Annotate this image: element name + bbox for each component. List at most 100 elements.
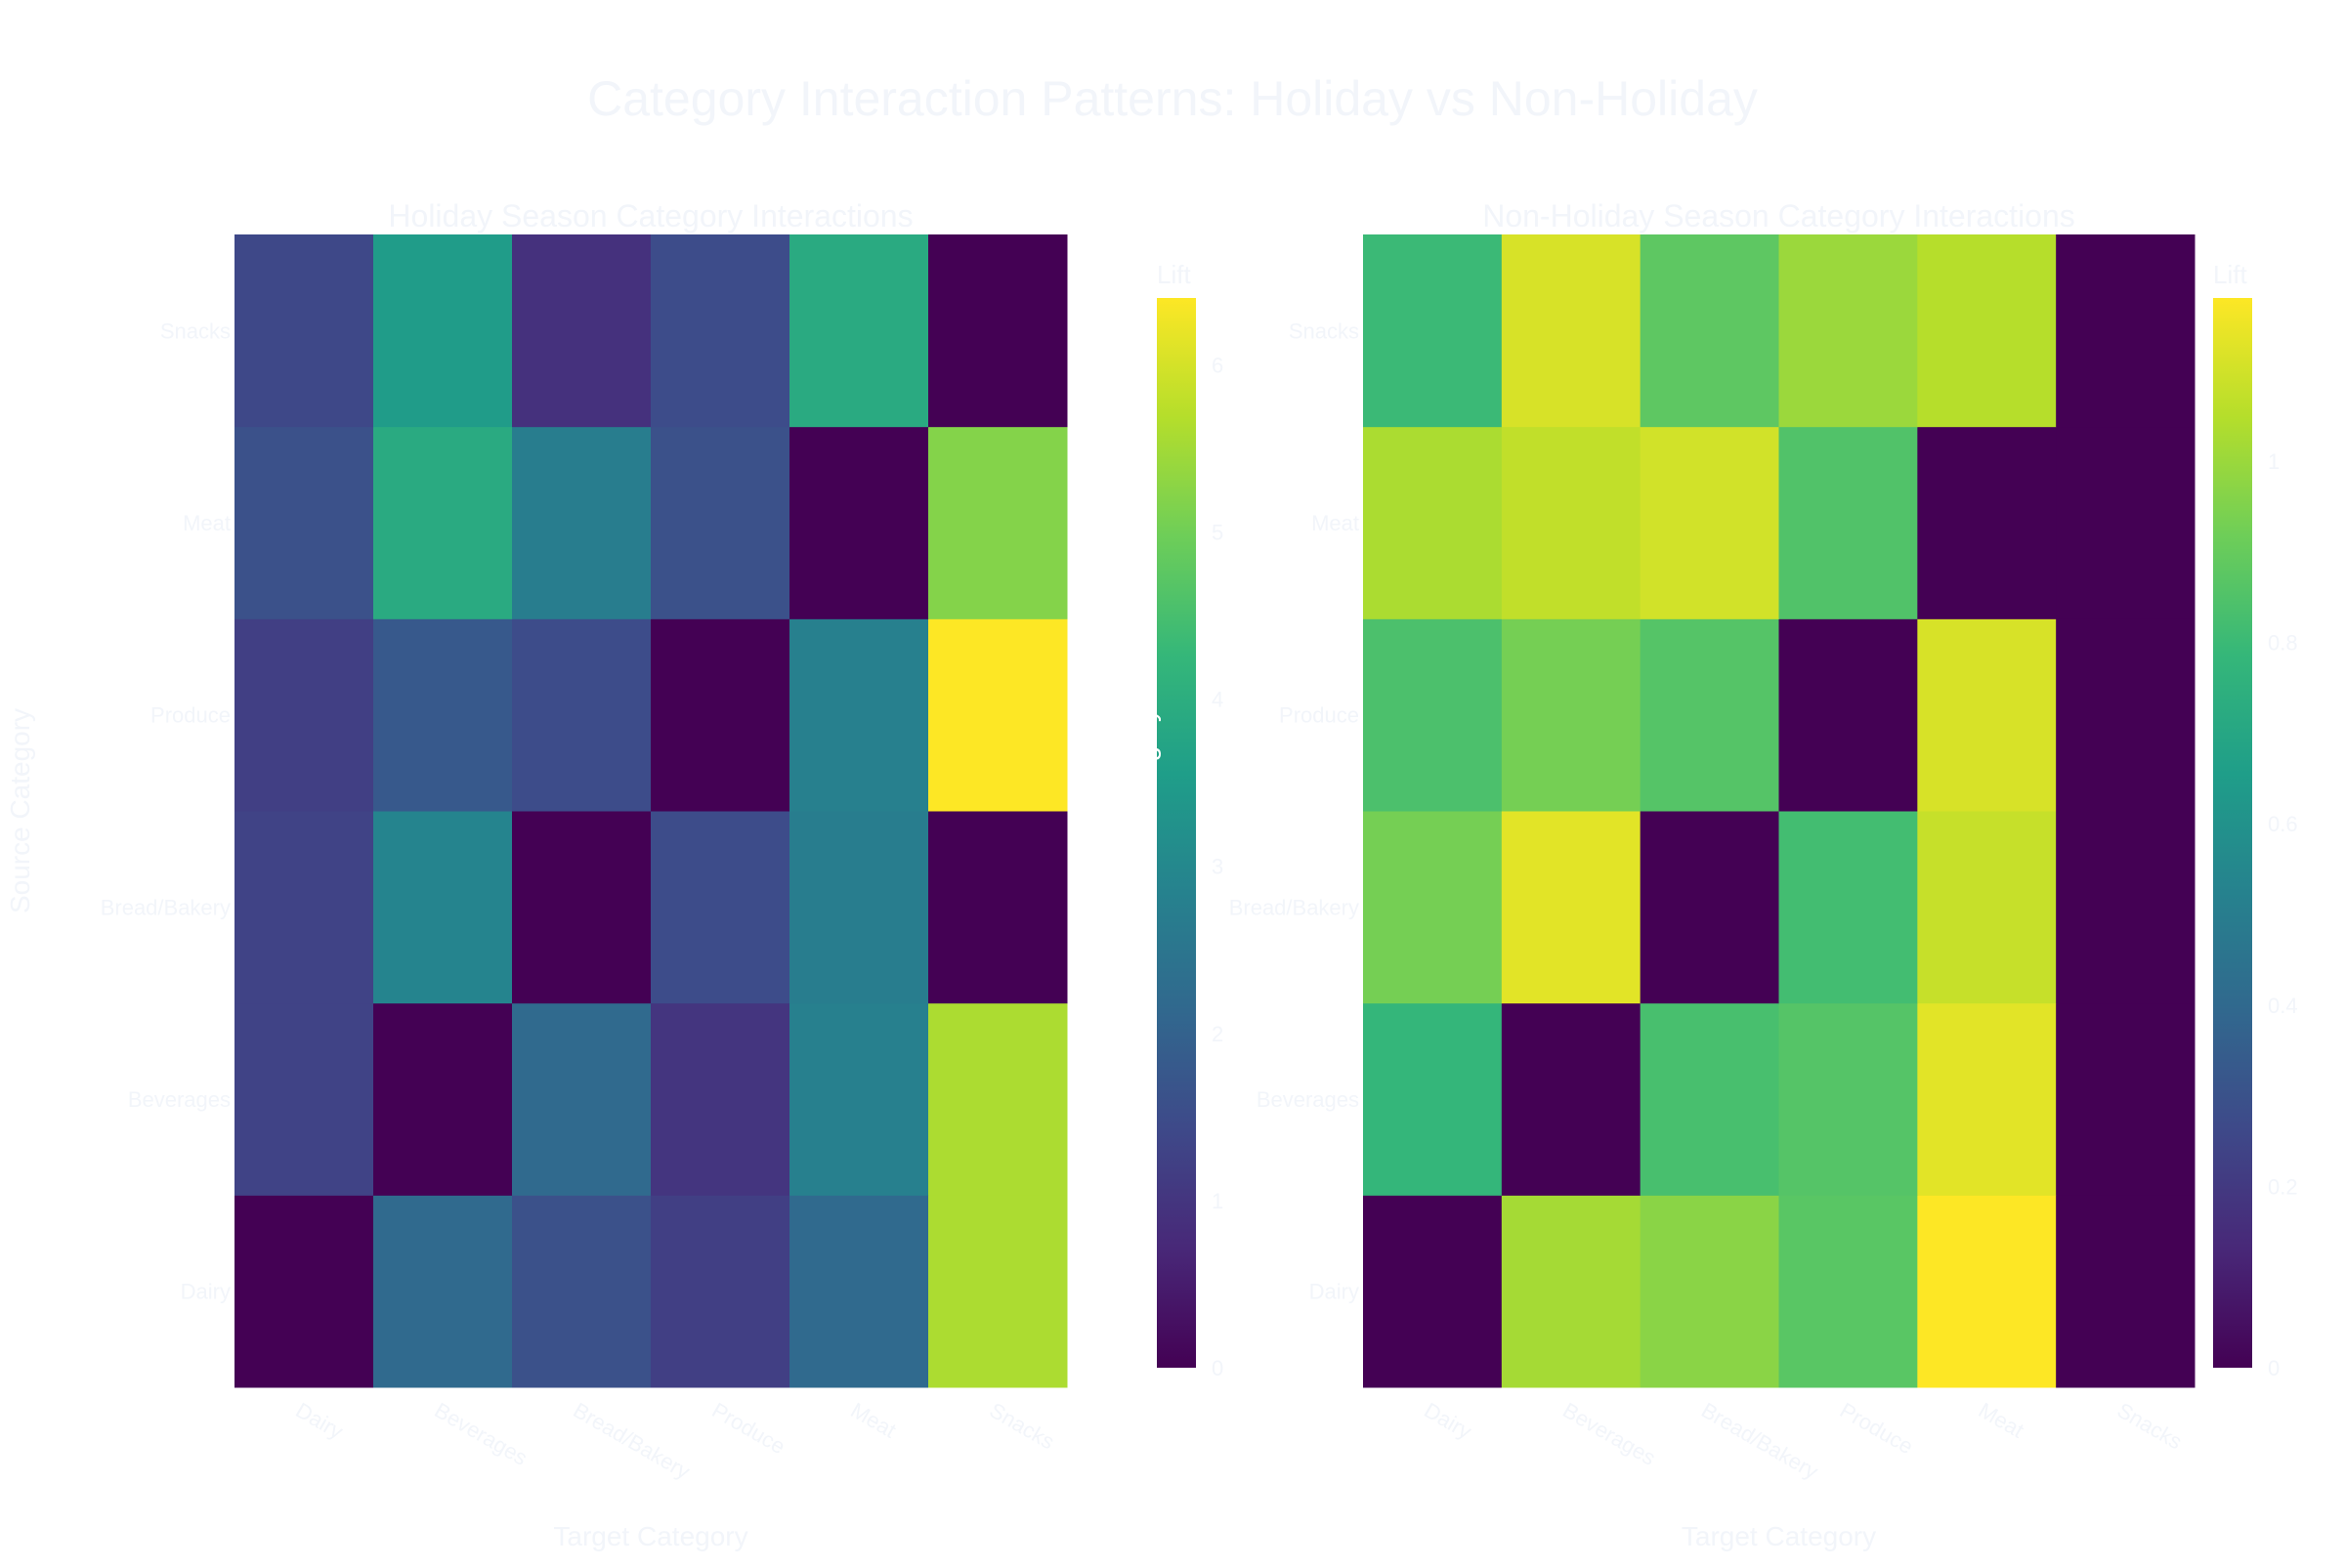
- holiday-cell-meat-breadbakery: [512, 426, 652, 619]
- non-holiday-cell-produce-meat: [1917, 618, 2057, 812]
- holiday-y-tick-label: Bread/Bakery: [101, 895, 231, 919]
- holiday-colorbar-title: Lift: [1157, 260, 1191, 289]
- holiday-colorbar: [1157, 298, 1196, 1368]
- non-holiday-cell-dairy-snacks: [2056, 1195, 2196, 1388]
- holiday-cell-snacks-meat: [789, 234, 929, 428]
- non-holiday-cell-snacks-dairy: [1363, 234, 1503, 428]
- holiday-cell-snacks-breadbakery: [512, 234, 652, 428]
- holiday-colorbar-tick-label: 3: [1212, 855, 1223, 879]
- non-holiday-cell-beverages-meat: [1917, 1002, 2057, 1196]
- holiday-cell-snacks-produce: [651, 234, 790, 428]
- non-holiday-cell-meat-breadbakery: [1640, 426, 1779, 619]
- holiday-y-tick-label: Produce: [150, 703, 231, 728]
- holiday-cell-produce-dairy: [234, 618, 374, 812]
- non-holiday-cell-dairy-meat: [1917, 1195, 2057, 1388]
- holiday-cell-meat-meat: [789, 426, 929, 619]
- non-holiday-cell-produce-breadbakery: [1640, 618, 1779, 812]
- non-holiday-cell-beverages-dairy: [1363, 1002, 1503, 1196]
- holiday-colorbar-tick-label: 6: [1212, 353, 1223, 377]
- non-holiday-cell-breadbakery-produce: [1778, 811, 1918, 1004]
- holiday-cell-dairy-snacks: [928, 1195, 1068, 1388]
- holiday-cell-beverages-dairy: [234, 1002, 374, 1196]
- holiday-cell-beverages-beverages: [373, 1002, 513, 1196]
- holiday-cell-dairy-dairy: [234, 1195, 374, 1388]
- non-holiday-cell-produce-snacks: [2056, 618, 2196, 812]
- non-holiday-cell-produce-produce: [1778, 618, 1918, 812]
- non-holiday-cell-breadbakery-dairy: [1363, 811, 1503, 1004]
- non-holiday-colorbar-title: Lift: [2213, 260, 2247, 289]
- holiday-subplot-title: Holiday Season Category Interactions: [388, 198, 913, 233]
- non-holiday-cell-breadbakery-snacks: [2056, 811, 2196, 1004]
- non-holiday-colorbar-tick-label: 0.6: [2268, 812, 2298, 836]
- non-holiday-colorbar-tick-label: 0.4: [2268, 994, 2298, 1018]
- non-holiday-subplot-title: Non-Holiday Season Category Interactions: [1482, 198, 2075, 233]
- holiday-cell-produce-beverages: [373, 618, 513, 812]
- non-holiday-cell-snacks-meat: [1917, 234, 2057, 428]
- holiday-cell-beverages-snacks: [928, 1002, 1068, 1196]
- holiday-cell-meat-snacks: [928, 426, 1068, 619]
- figure-title: Category Interaction Patterns: Holiday v…: [587, 71, 1758, 126]
- non-holiday-colorbar-tick-label: 1: [2268, 449, 2280, 474]
- non-holiday-cell-breadbakery-meat: [1917, 811, 2057, 1004]
- holiday-cell-produce-produce: [651, 618, 790, 812]
- non-holiday-panel: Non-Holiday Season Category Interactions…: [1130, 198, 2298, 1551]
- non-holiday-y-tick-label: Bread/Bakery: [1229, 895, 1359, 919]
- non-holiday-y-axis-title: Source Category: [1130, 708, 1161, 913]
- holiday-cell-snacks-beverages: [373, 234, 513, 428]
- non-holiday-cell-snacks-snacks: [2056, 234, 2196, 428]
- non-holiday-cell-meat-snacks: [2056, 426, 2196, 619]
- non-holiday-colorbar: [2213, 298, 2252, 1368]
- non-holiday-cell-dairy-dairy: [1363, 1195, 1503, 1388]
- non-holiday-x-axis-title: Target Category: [1682, 1521, 1876, 1551]
- holiday-cell-produce-breadbakery: [512, 618, 652, 812]
- non-holiday-y-tick-label: Dairy: [1309, 1280, 1359, 1304]
- holiday-cell-breadbakery-breadbakery: [512, 811, 652, 1004]
- holiday-cell-breadbakery-snacks: [928, 811, 1068, 1004]
- non-holiday-cell-beverages-produce: [1778, 1002, 1918, 1196]
- non-holiday-cell-meat-produce: [1778, 426, 1918, 619]
- non-holiday-y-tick-label: Snacks: [1289, 318, 1359, 343]
- non-holiday-y-tick-label: Produce: [1279, 703, 1359, 728]
- holiday-cell-breadbakery-beverages: [373, 811, 513, 1004]
- non-holiday-colorbar-tick-label: 0: [2268, 1356, 2280, 1380]
- non-holiday-cell-produce-dairy: [1363, 618, 1503, 812]
- holiday-cell-dairy-beverages: [373, 1195, 513, 1388]
- non-holiday-colorbar-tick-label: 0.8: [2268, 631, 2298, 656]
- holiday-y-tick-label: Beverages: [128, 1087, 231, 1112]
- non-holiday-cell-beverages-breadbakery: [1640, 1002, 1779, 1196]
- holiday-cell-beverages-produce: [651, 1002, 790, 1196]
- holiday-cell-produce-meat: [789, 618, 929, 812]
- non-holiday-cell-breadbakery-beverages: [1501, 811, 1642, 1004]
- holiday-cell-meat-dairy: [234, 426, 374, 619]
- heatmap-panels: Holiday Season Category Interactions Dair…: [5, 198, 2298, 1551]
- non-holiday-cell-meat-dairy: [1363, 426, 1503, 619]
- non-holiday-cell-snacks-breadbakery: [1640, 234, 1779, 428]
- holiday-cell-dairy-breadbakery: [512, 1195, 652, 1388]
- non-holiday-cell-meat-beverages: [1501, 426, 1642, 619]
- non-holiday-cell-meat-meat: [1917, 426, 2057, 619]
- holiday-y-tick-label: Meat: [183, 511, 231, 535]
- holiday-cell-dairy-produce: [651, 1195, 790, 1388]
- holiday-colorbar-tick-label: 0: [1212, 1356, 1223, 1380]
- holiday-cell-meat-beverages: [373, 426, 513, 619]
- holiday-cell-dairy-meat: [789, 1195, 929, 1388]
- holiday-cell-breadbakery-meat: [789, 811, 929, 1004]
- holiday-colorbar-tick-label: 2: [1212, 1022, 1223, 1046]
- non-holiday-cell-dairy-beverages: [1501, 1195, 1642, 1388]
- holiday-cell-breadbakery-produce: [651, 811, 790, 1004]
- holiday-colorbar-tick-label: 4: [1212, 688, 1223, 712]
- non-holiday-cell-dairy-produce: [1778, 1195, 1918, 1388]
- holiday-colorbar-tick-label: 5: [1212, 521, 1223, 545]
- holiday-colorbar-tick-label: 1: [1212, 1189, 1223, 1213]
- holiday-cell-meat-produce: [651, 426, 790, 619]
- holiday-cell-snacks-dairy: [234, 234, 374, 428]
- holiday-cell-snacks-snacks: [928, 234, 1068, 428]
- non-holiday-y-tick-label: Beverages: [1257, 1087, 1359, 1112]
- non-holiday-y-tick-label: Meat: [1311, 511, 1359, 535]
- non-holiday-cell-produce-beverages: [1501, 618, 1642, 812]
- non-holiday-cell-dairy-breadbakery: [1640, 1195, 1779, 1388]
- holiday-x-axis-title: Target Category: [553, 1521, 747, 1551]
- holiday-cell-beverages-meat: [789, 1002, 929, 1196]
